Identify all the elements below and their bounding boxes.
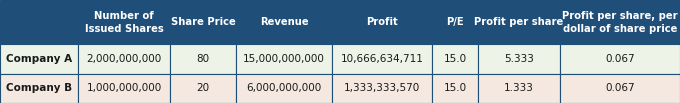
Text: 15.0: 15.0 <box>443 83 466 93</box>
Text: 0.067: 0.067 <box>605 83 635 93</box>
Bar <box>560 74 680 103</box>
Bar <box>78 44 170 74</box>
Text: 0.067: 0.067 <box>605 54 635 64</box>
Bar <box>478 44 560 74</box>
Text: Revenue: Revenue <box>260 17 308 27</box>
Bar <box>236 44 332 74</box>
Text: Share Price: Share Price <box>171 17 235 27</box>
Text: 1.333: 1.333 <box>504 83 534 93</box>
Bar <box>236 74 332 103</box>
Bar <box>236 0 332 44</box>
Bar <box>432 0 478 44</box>
Bar <box>78 74 170 103</box>
Text: 2,000,000,000: 2,000,000,000 <box>86 54 162 64</box>
Bar <box>478 74 560 103</box>
Bar <box>0 74 78 103</box>
Text: Profit per share: Profit per share <box>475 17 564 27</box>
Text: 6,000,000,000: 6,000,000,000 <box>246 83 322 93</box>
Bar <box>478 0 560 44</box>
Bar <box>0 44 78 74</box>
Text: 10,666,634,711: 10,666,634,711 <box>341 54 424 64</box>
Bar <box>332 74 432 103</box>
Text: 80: 80 <box>197 54 209 64</box>
Bar <box>432 74 478 103</box>
Bar <box>170 0 236 44</box>
Text: Number of
Issued Shares: Number of Issued Shares <box>84 11 163 34</box>
Bar <box>332 0 432 44</box>
Bar <box>78 0 170 44</box>
Bar <box>432 44 478 74</box>
Text: Company A: Company A <box>6 54 72 64</box>
Text: 1,000,000,000: 1,000,000,000 <box>86 83 162 93</box>
Text: 1,333,333,570: 1,333,333,570 <box>344 83 420 93</box>
Bar <box>560 44 680 74</box>
Text: 20: 20 <box>197 83 209 93</box>
Text: Profit per share, per
dollar of share price: Profit per share, per dollar of share pr… <box>562 11 678 34</box>
Bar <box>560 0 680 44</box>
Text: Company B: Company B <box>6 83 72 93</box>
Bar <box>170 74 236 103</box>
Bar <box>170 44 236 74</box>
Text: 15,000,000,000: 15,000,000,000 <box>243 54 325 64</box>
Text: P/E: P/E <box>446 17 464 27</box>
Bar <box>332 44 432 74</box>
Text: 5.333: 5.333 <box>504 54 534 64</box>
Text: Profit: Profit <box>366 17 398 27</box>
Text: 15.0: 15.0 <box>443 54 466 64</box>
Bar <box>0 0 78 44</box>
